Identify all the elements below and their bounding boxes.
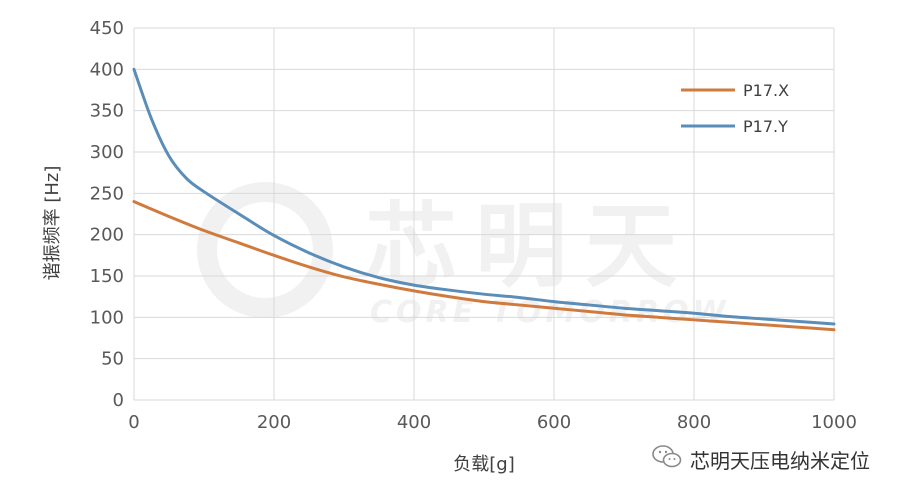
y-tick-label: 0 xyxy=(113,390,124,411)
x-tick-label: 600 xyxy=(537,412,571,433)
y-tick-label: 50 xyxy=(101,349,124,370)
grid xyxy=(133,27,835,401)
y-tick-label: 300 xyxy=(90,142,124,163)
x-axis-ticks: 0 200 400 600 800 1000 xyxy=(128,412,857,433)
series-line-p17-y xyxy=(132,67,836,326)
x-tick-label: 800 xyxy=(677,412,711,433)
y-axis-ticks: 0 50 100 150 200 250 300 350 400 450 xyxy=(90,18,124,411)
y-tick-label: 350 xyxy=(90,101,124,122)
y-tick-label: 100 xyxy=(90,307,124,328)
watermark-logo-icon xyxy=(197,182,333,318)
credit-label: 芯明天压电纳米定位 xyxy=(690,449,870,473)
legend: P17.X P17.Y xyxy=(681,81,789,136)
x-tick-label: 0 xyxy=(128,412,139,433)
y-tick-label: 400 xyxy=(90,59,124,80)
y-axis-title: 谐振频率 [Hz] xyxy=(42,166,63,281)
series-lines xyxy=(132,67,836,332)
y-tick-label: 150 xyxy=(90,266,124,287)
y-tick-label: 250 xyxy=(90,183,124,204)
watermark-text: 芯明天 xyxy=(365,193,695,300)
y-tick-label: 450 xyxy=(90,18,124,39)
series-line-p17-x xyxy=(132,200,836,332)
credit: 芯明天压电纳米定位 xyxy=(652,444,870,475)
legend-label: P17.Y xyxy=(743,117,788,136)
x-tick-label: 1000 xyxy=(811,412,857,433)
x-tick-label: 400 xyxy=(397,412,431,433)
legend-label: P17.X xyxy=(743,81,789,100)
x-tick-label: 200 xyxy=(257,412,291,433)
y-tick-label: 200 xyxy=(90,225,124,246)
wechat-icon xyxy=(652,444,682,475)
x-axis-title: 负载[g] xyxy=(453,454,514,475)
